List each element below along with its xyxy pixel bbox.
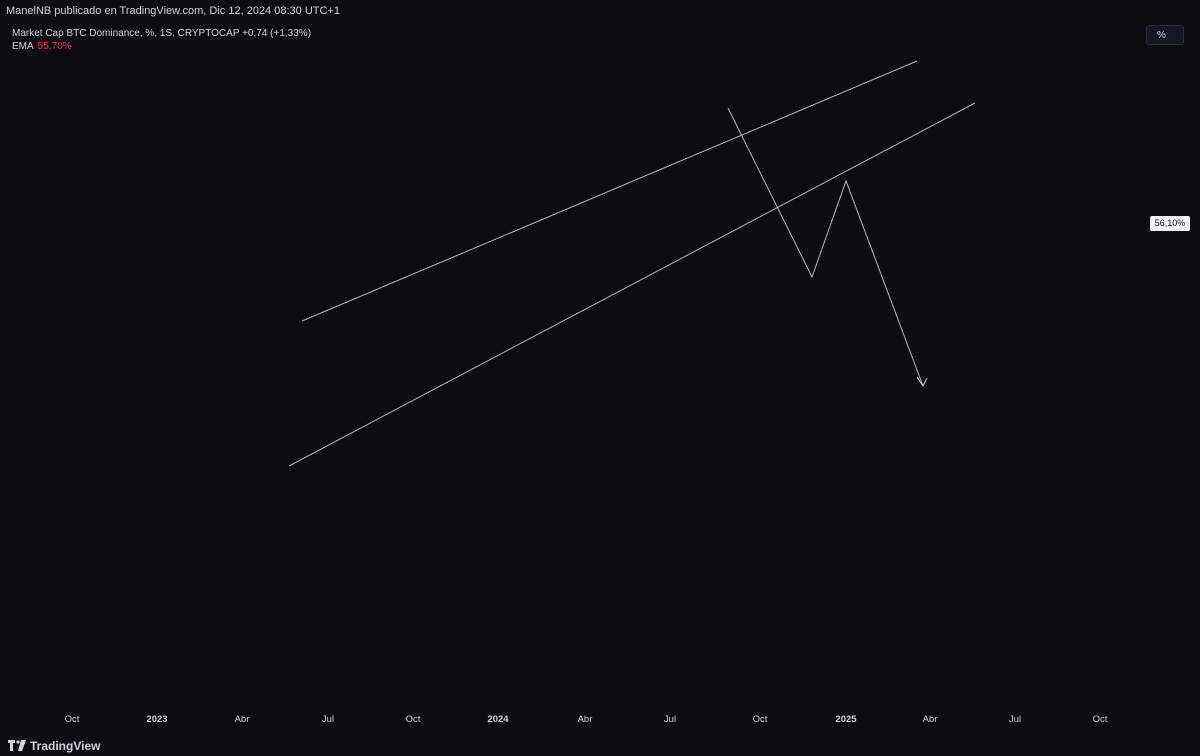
projection-path (727, 107, 924, 387)
x-axis-tick-label: 2024 (487, 714, 509, 725)
footer-bar (0, 734, 1200, 756)
channel-lower-line (288, 102, 976, 467)
percent-scale-button[interactable]: % (1146, 25, 1184, 45)
x-axis-tick-label: Oct (65, 714, 80, 725)
x-axis-tick-label: 2025 (835, 714, 857, 725)
x-axis-tick-label: Oct (406, 714, 421, 725)
x-axis-tick-label: Jul (664, 714, 676, 725)
x-axis-tick-label: Abr (235, 714, 250, 725)
current-price-badge: 56,10% (1150, 216, 1190, 231)
plot-background (0, 22, 1200, 734)
chart-legend: Market Cap BTC Dominance, %, 1S, CRYPTOC… (12, 27, 311, 53)
x-axis-tick-label: 2023 (146, 714, 167, 725)
x-axis-tick-label: Abr (923, 714, 938, 725)
x-axis-tick-label: Oct (753, 714, 768, 725)
publisher-line: ManelNB publicado en TradingView.com, Di… (6, 5, 340, 17)
projection-arrowhead-icon (916, 376, 928, 387)
x-axis-tick-label: Jul (322, 714, 334, 725)
x-axis-tick-label: Oct (1093, 714, 1108, 725)
tradingview-brand-text: TradingView (30, 739, 101, 753)
x-axis-tick-label: Abr (578, 714, 593, 725)
header-bar: ManelNB publicado en TradingView.com, Di… (0, 0, 1200, 22)
tradingview-logo-icon (8, 740, 26, 751)
x-axis-tick-label: Jul (1009, 714, 1021, 725)
price-chart[interactable]: 63,00%61,00%59,00%58,00%57,00%55,00%54,0… (0, 22, 1200, 734)
symbol-legend[interactable]: Market Cap BTC Dominance, %, 1S, CRYPTOC… (12, 28, 312, 39)
tradingview-logo[interactable]: TradingView (8, 739, 100, 753)
channel-upper-line (301, 60, 918, 322)
ema-legend[interactable]: EMA 55,70% (12, 40, 311, 53)
ema-label: EMA (12, 41, 34, 52)
ema-value: 55,70% (37, 41, 72, 52)
